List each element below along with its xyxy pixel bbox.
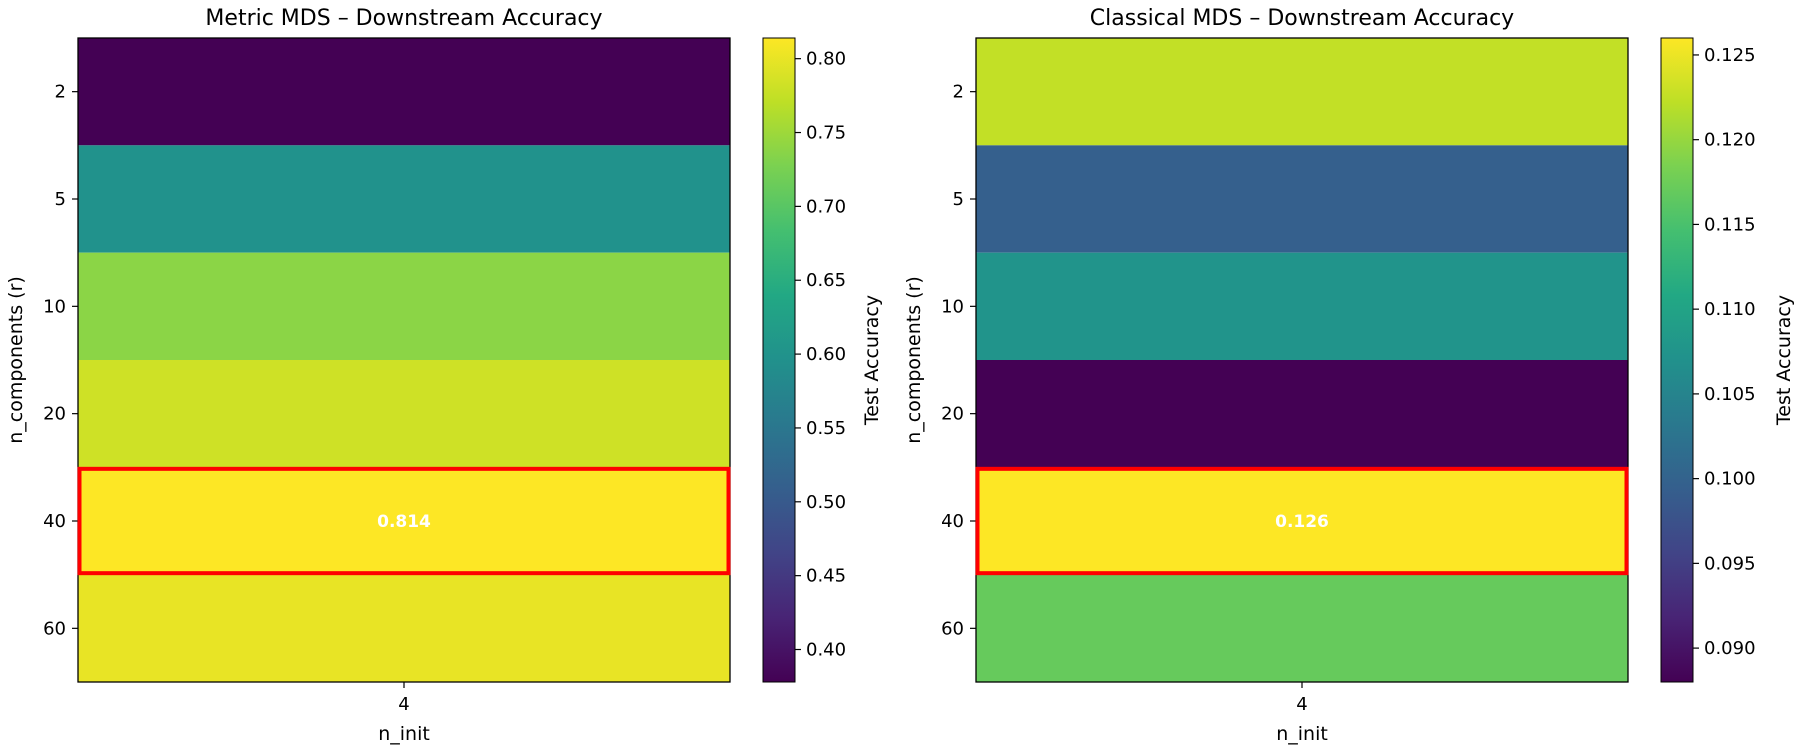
- best-cell-label: 0.126: [1275, 512, 1329, 532]
- y-tick-label: 10: [43, 296, 66, 317]
- best-cell-highlight: [77, 466, 731, 576]
- best-cell-label: 0.814: [377, 512, 431, 532]
- heatmap-cell: [78, 467, 730, 575]
- colorbar-tick-label: 0.65: [806, 270, 846, 291]
- y-tick-label: 20: [43, 404, 66, 425]
- heatmap-cells: [976, 38, 1628, 682]
- y-tick-label: 60: [941, 618, 964, 639]
- x-tick-labels: 4: [398, 682, 410, 715]
- heatmap-cell: [78, 145, 730, 253]
- heatmap-cell: [78, 360, 730, 468]
- x-tick-label: 4: [398, 694, 409, 715]
- y-tick-label: 40: [43, 511, 66, 532]
- heatmap-cell: [976, 467, 1628, 575]
- colorbar-label: Test Accuracy: [861, 295, 883, 426]
- heatmap-cell: [78, 574, 730, 682]
- heatmap-cell: [976, 574, 1628, 682]
- highlight-group: 0.126: [975, 466, 1629, 576]
- colorbar: [1660, 37, 1694, 683]
- y-axis-label: n_components (r): [5, 276, 27, 444]
- colorbar-tick-label: 0.090: [1704, 638, 1756, 659]
- y-tick-label: 10: [941, 296, 964, 317]
- y-tick-label: 5: [953, 189, 964, 210]
- colorbar-ticks: 0.090 0.095 0.100 0.105 0.110 0.115 0.120 0.125: [1693, 45, 1756, 659]
- best-cell-highlight: [975, 466, 1629, 576]
- y-tick-label: 40: [941, 511, 964, 532]
- heatmap-cell: [976, 38, 1628, 146]
- colorbar-tick-label: 0.75: [806, 123, 846, 144]
- colorbar-tick-label: 0.55: [806, 418, 846, 439]
- colorbar-label: Test Accuracy: [1773, 295, 1795, 426]
- x-tick-labels: 4: [1296, 682, 1308, 715]
- colorbar-tick-label: 0.100: [1704, 469, 1756, 490]
- y-tick-label: 60: [43, 618, 66, 639]
- y-tick-labels: 2 5 10 20 40 60: [43, 82, 78, 639]
- colorbar-tick-label: 0.115: [1704, 214, 1756, 235]
- heatmap-cell: [976, 145, 1628, 253]
- colorbar-tick-label: 0.80: [806, 49, 846, 70]
- colorbar-tick-label: 0.40: [806, 640, 846, 661]
- panel-classical-mds: Classical MDS – Downstream Accuracy 2 5 10…: [903, 6, 1795, 745]
- heatmap-cell: [78, 252, 730, 360]
- colorbar-tick-label: 0.095: [1704, 553, 1756, 574]
- y-tick-label: 2: [953, 82, 964, 103]
- x-axis-label: n_init: [1276, 723, 1328, 745]
- panel-metric-mds: Metric MDS – Downstream Accuracy 2 5 10 20 4…: [5, 6, 883, 745]
- colorbar-tick-label: 0.60: [806, 344, 846, 365]
- plot-frame: [975, 37, 1629, 683]
- y-axis-label: n_components (r): [903, 276, 925, 444]
- y-tick-labels: 2 5 10 20 40 60: [941, 82, 976, 639]
- heatmap-cells: [78, 38, 730, 682]
- chart-title: Metric MDS – Downstream Accuracy: [205, 6, 602, 31]
- plot-frame: [77, 37, 731, 683]
- colorbar-tick-label: 0.125: [1704, 45, 1756, 66]
- heatmap-cell: [78, 38, 730, 146]
- colorbar-ticks: 0.40 0.45 0.50 0.55 0.60 0.65 0.70 0.75 0.80: [795, 49, 846, 661]
- highlight-group: 0.814: [77, 466, 731, 576]
- heatmap-cell: [976, 360, 1628, 468]
- colorbar-tick-label: 0.45: [806, 566, 846, 587]
- colorbar-tick-label: 0.50: [806, 492, 846, 513]
- colorbar-tick-label: 0.110: [1704, 299, 1756, 320]
- colorbar-tick-label: 0.120: [1704, 130, 1756, 151]
- colorbar-tick-label: 0.70: [806, 196, 846, 217]
- x-tick-label: 4: [1296, 694, 1307, 715]
- colorbar: [762, 37, 796, 683]
- heatmap-cell: [976, 252, 1628, 360]
- y-tick-label: 2: [55, 82, 66, 103]
- x-axis-label: n_init: [378, 723, 430, 745]
- y-tick-label: 5: [55, 189, 66, 210]
- y-tick-label: 20: [941, 404, 964, 425]
- chart-title: Classical MDS – Downstream Accuracy: [1090, 6, 1514, 31]
- colorbar-tick-label: 0.105: [1704, 384, 1756, 405]
